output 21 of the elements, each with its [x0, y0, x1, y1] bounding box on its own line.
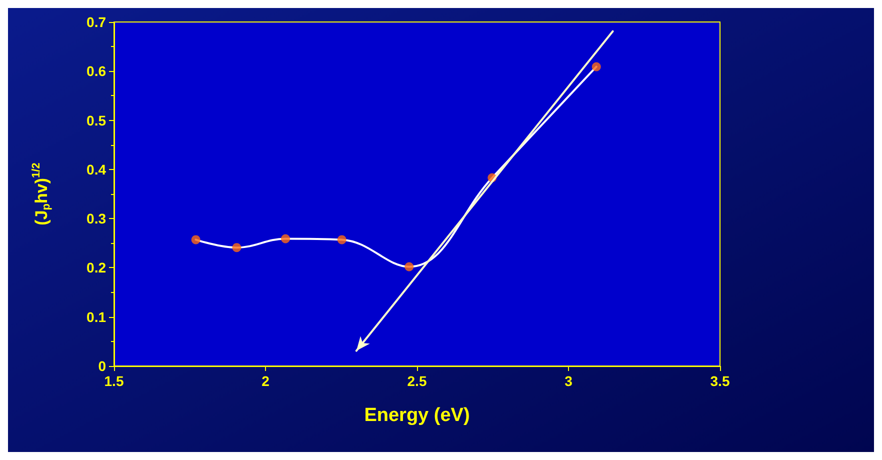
y-tick-label: 0.1	[86, 308, 106, 325]
y-tick-label: 0.2	[86, 260, 106, 276]
point	[592, 62, 601, 72]
point	[337, 235, 346, 244]
x-tick-label: 1.5	[104, 373, 124, 389]
point	[191, 235, 200, 244]
y-tick-label: 0.4	[86, 161, 106, 178]
x-tick-label: 3	[564, 373, 573, 389]
x-tick-label: 3.5	[710, 373, 730, 389]
point	[404, 262, 414, 272]
y-tick-label: 0.5	[86, 112, 106, 128]
y-tick-label: 0.7	[86, 14, 106, 30]
y-axis-title: (Jphv)1/2	[30, 162, 52, 226]
point	[232, 243, 242, 252]
x-tick-label: 2.5	[407, 373, 427, 389]
point	[281, 234, 290, 244]
x-axis-title: Energy (eV)	[364, 405, 470, 426]
y-tick-label: 0.3	[86, 210, 106, 227]
y-tick-label: 0	[98, 358, 106, 374]
y-tick-label: 0.6	[86, 63, 106, 80]
x-tick-label: 2	[262, 373, 270, 389]
